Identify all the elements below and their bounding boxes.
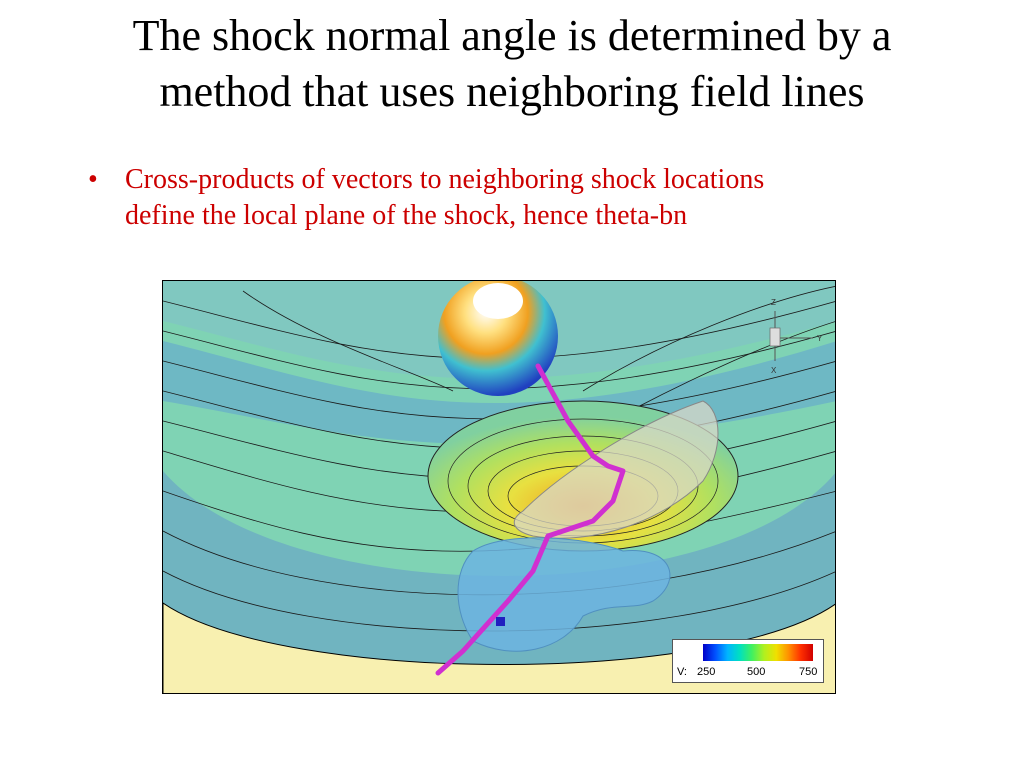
color-legend: V: 250 500 750 (672, 639, 824, 683)
axis-triad: Z Y X (769, 298, 823, 375)
legend-variable: V: (677, 666, 687, 678)
simulation-image: Z Y X (163, 281, 835, 693)
legend-tick-750: 750 (799, 666, 818, 678)
color-bar (703, 644, 813, 661)
bullet-item: • Cross-products of vectors to neighbori… (88, 162, 948, 234)
simulation-figure: Z Y X V: 250 500 750 (162, 280, 836, 694)
bullet-line-2: define the local plane of the shock, hen… (125, 200, 688, 231)
axis-label-x: X (771, 366, 777, 375)
axis-label-y: Y (817, 334, 823, 343)
legend-tick-500: 500 (747, 666, 766, 678)
field-line (435, 363, 626, 676)
legend-tick-250: 250 (697, 666, 716, 678)
bullet-icon: • (88, 164, 98, 195)
bullet-list: • Cross-products of vectors to neighbori… (88, 162, 948, 234)
axis-label-z: Z (771, 298, 776, 307)
bullet-line-1: Cross-products of vectors to neighboring… (125, 164, 765, 195)
title-line-2: method that uses neighboring field lines (159, 67, 865, 116)
slide-title: The shock normal angle is determined by … (0, 8, 1024, 120)
shock-marker (496, 617, 505, 626)
title-line-1: The shock normal angle is determined by … (132, 11, 892, 60)
